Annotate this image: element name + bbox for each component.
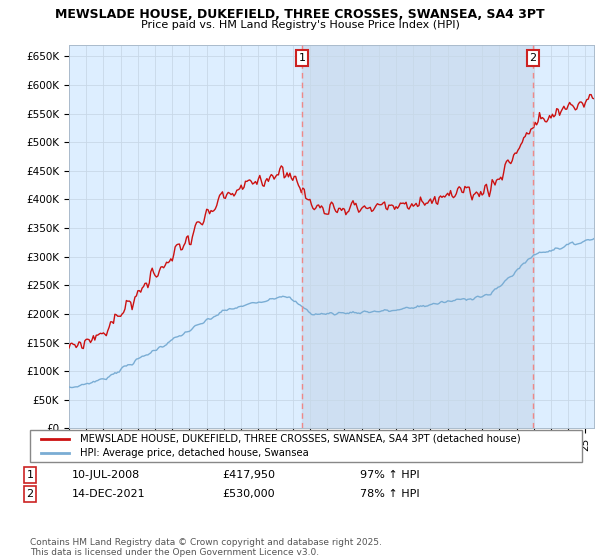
Text: 97% ↑ HPI: 97% ↑ HPI (360, 470, 419, 480)
Text: 78% ↑ HPI: 78% ↑ HPI (360, 489, 419, 499)
Text: MEWSLADE HOUSE, DUKEFIELD, THREE CROSSES, SWANSEA, SA4 3PT (detached house): MEWSLADE HOUSE, DUKEFIELD, THREE CROSSES… (80, 433, 520, 444)
Bar (302, 45, 533, 428)
Text: 14-DEC-2021: 14-DEC-2021 (72, 489, 146, 499)
Text: 2: 2 (530, 53, 536, 63)
Text: 10-JUL-2008: 10-JUL-2008 (72, 470, 140, 480)
Text: Price paid vs. HM Land Registry's House Price Index (HPI): Price paid vs. HM Land Registry's House … (140, 20, 460, 30)
Text: Contains HM Land Registry data © Crown copyright and database right 2025.
This d: Contains HM Land Registry data © Crown c… (30, 538, 382, 557)
Text: £530,000: £530,000 (222, 489, 275, 499)
Text: 2: 2 (26, 489, 34, 499)
Text: HPI: Average price, detached house, Swansea: HPI: Average price, detached house, Swan… (80, 448, 308, 458)
Text: 1: 1 (298, 53, 305, 63)
FancyBboxPatch shape (30, 430, 582, 462)
Text: £417,950: £417,950 (222, 470, 275, 480)
Text: MEWSLADE HOUSE, DUKEFIELD, THREE CROSSES, SWANSEA, SA4 3PT: MEWSLADE HOUSE, DUKEFIELD, THREE CROSSES… (55, 8, 545, 21)
Text: 1: 1 (26, 470, 34, 480)
